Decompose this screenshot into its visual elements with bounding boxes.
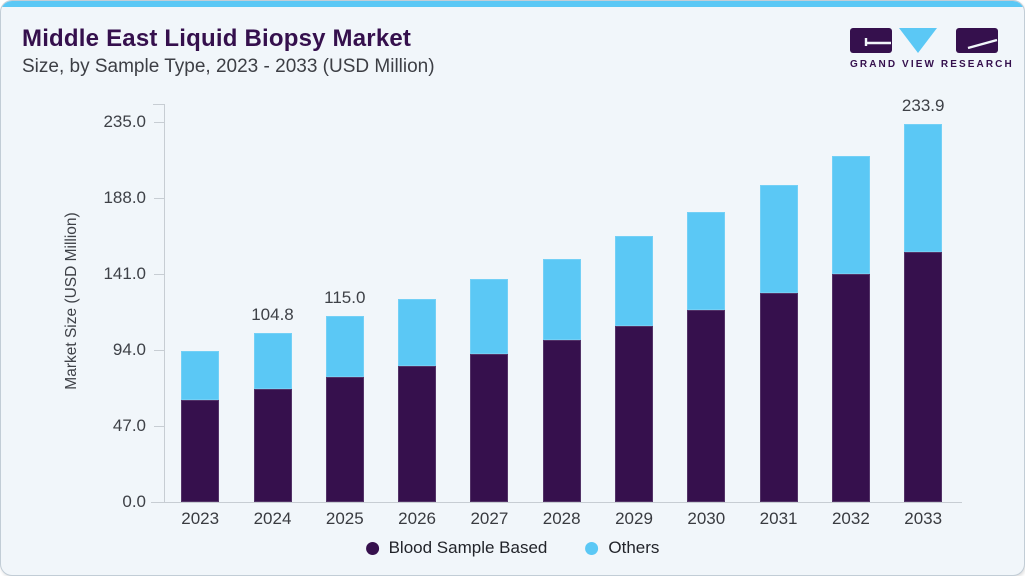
- bar-segment-others-2033: [904, 123, 943, 253]
- y-axis-title: Market Size (USD Million): [63, 212, 80, 390]
- y-axis-tick: [154, 121, 164, 123]
- chart-legend: Blood Sample Based Others: [365, 538, 659, 558]
- chart-title: Middle East Liquid Biopsy Market: [22, 25, 412, 52]
- y-axis-line: [164, 104, 165, 503]
- bar-total-label-2025: 115.0: [324, 288, 366, 308]
- y-axis-tick-label: 188.0: [103, 188, 146, 207]
- y-axis-tick: [154, 197, 164, 199]
- x-axis-label-2032: 2032: [831, 509, 870, 528]
- bar-segment-blood-sample-based-2029: [615, 325, 653, 502]
- x-axis-label-2027: 2027: [470, 509, 509, 528]
- legend-item-blood-sample-based: Blood Sample Based: [365, 538, 548, 558]
- bar-total-label-2024: 104.8: [251, 304, 294, 324]
- bar-segment-blood-sample-based-2023: [181, 399, 220, 502]
- y-axis-tick: [154, 273, 164, 275]
- x-axis-label-2029: 2029: [615, 509, 653, 528]
- bar-segment-blood-sample-based-2027: [470, 353, 509, 502]
- x-axis-label-2023: 2023: [181, 509, 220, 528]
- bar-segment-blood-sample-based-2033: [904, 252, 943, 502]
- y-axis-top-cap: [153, 104, 165, 105]
- bar-segment-others-2031: [759, 184, 798, 293]
- legend-label-others: Others: [608, 538, 660, 557]
- bar-segment-others-2027: [470, 279, 509, 354]
- x-axis-label-2024: 2024: [253, 509, 292, 528]
- bar-segment-blood-sample-based-2026: [398, 366, 437, 502]
- card-top-accent-bar: [1, 1, 1024, 7]
- bar-segment-blood-sample-based-2032: [831, 273, 870, 502]
- legend-item-others: Others: [585, 538, 659, 558]
- x-axis-line: [151, 502, 962, 503]
- y-axis-tick: [154, 501, 164, 503]
- bar-segment-others-2026: [398, 299, 437, 367]
- bar-segment-others-2024: [253, 332, 292, 389]
- chart-subtitle: Size, by Sample Type, 2023 - 2033 (USD M…: [22, 56, 435, 77]
- bar-segment-others-2025: [325, 316, 364, 378]
- gvr-logo-icon: [850, 28, 998, 53]
- x-axis-label-2033: 2033: [904, 509, 943, 528]
- bar-segment-others-2028: [542, 258, 581, 341]
- bar-segment-blood-sample-based-2030: [687, 309, 726, 502]
- y-axis-tick-label: 0.0: [122, 492, 146, 511]
- x-axis-label-2028: 2028: [542, 509, 581, 528]
- y-axis-tick-label: 47.0: [112, 416, 146, 435]
- legend-swatch-others: [585, 541, 599, 555]
- y-axis-tick: [154, 425, 164, 427]
- gvr-logo-text: GRAND VIEW RESEARCH: [850, 59, 1014, 70]
- grand-view-research-logo: GRAND VIEW RESEARCH: [850, 27, 1014, 71]
- y-axis-tick-label: 235.0: [103, 112, 146, 131]
- y-axis-tick-label: 141.0: [103, 264, 146, 283]
- y-axis-tick-label: 94.0: [112, 340, 146, 359]
- bar-total-label-2033: 233.9: [901, 95, 945, 115]
- bar-segment-others-2023: [181, 350, 220, 400]
- bar-segment-others-2030: [687, 211, 726, 310]
- bar-segment-blood-sample-based-2024: [253, 388, 292, 502]
- x-axis-label-2030: 2030: [687, 509, 726, 528]
- legend-label-blood-sample-based: Blood Sample Based: [388, 538, 548, 557]
- legend-swatch-blood-sample-based: [365, 541, 379, 555]
- x-axis-label-2026: 2026: [398, 509, 436, 528]
- x-axis-label-2031: 2031: [759, 509, 798, 528]
- bar-segment-others-2032: [831, 155, 870, 274]
- bar-segment-blood-sample-based-2031: [759, 292, 798, 502]
- bar-segment-blood-sample-based-2025: [325, 377, 364, 502]
- x-axis-label-2025: 2025: [325, 509, 364, 528]
- bar-segment-blood-sample-based-2028: [542, 340, 581, 502]
- bar-segment-others-2029: [615, 236, 653, 326]
- y-axis-tick: [154, 349, 164, 351]
